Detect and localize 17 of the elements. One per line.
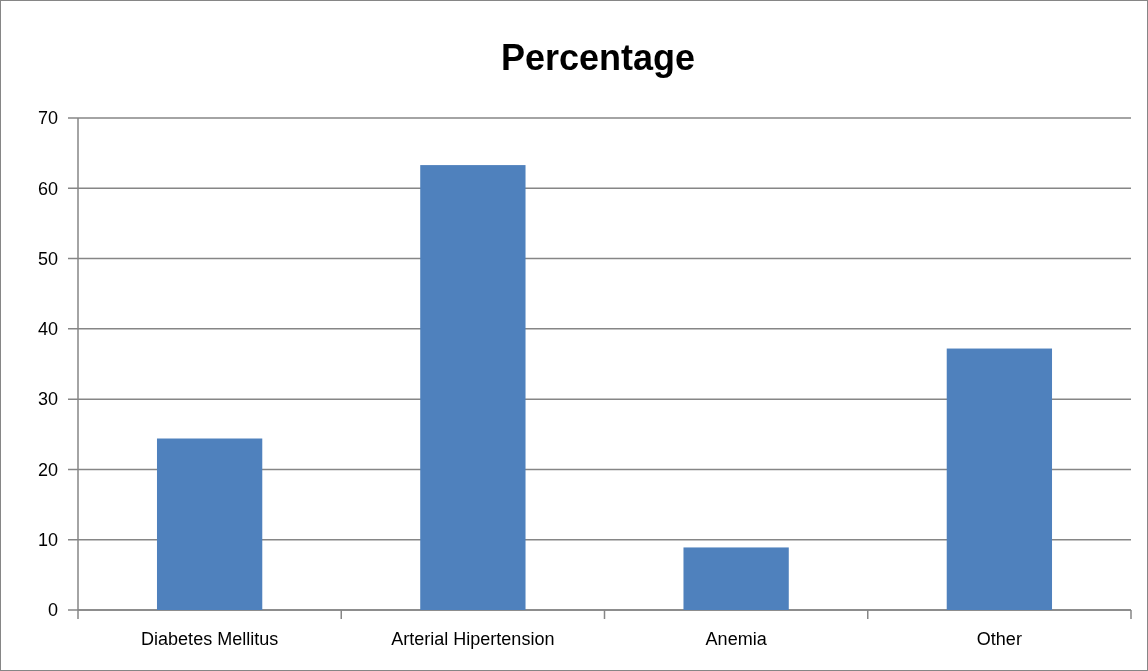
- x-tick-label: Other: [976, 629, 1022, 649]
- bar: [683, 547, 789, 610]
- y-tick-label: 40: [37, 319, 58, 340]
- bar: [420, 165, 526, 610]
- y-tick-label: 70: [37, 108, 58, 129]
- bar: [946, 348, 1053, 610]
- y-tick-label: 30: [37, 389, 58, 410]
- y-tick-label: 20: [37, 459, 58, 480]
- y-tick-label: 0: [47, 600, 58, 621]
- bar: [156, 438, 263, 610]
- y-tick-label: 60: [37, 178, 58, 199]
- x-tick-label: Anemia: [705, 629, 768, 649]
- y-tick-label: 10: [37, 530, 58, 551]
- chart-title: Percentage: [500, 37, 696, 78]
- y-tick-label: 50: [37, 248, 58, 269]
- x-tick-label: Arterial Hipertension: [391, 629, 555, 649]
- x-tick-label: Diabetes Mellitus: [141, 629, 279, 649]
